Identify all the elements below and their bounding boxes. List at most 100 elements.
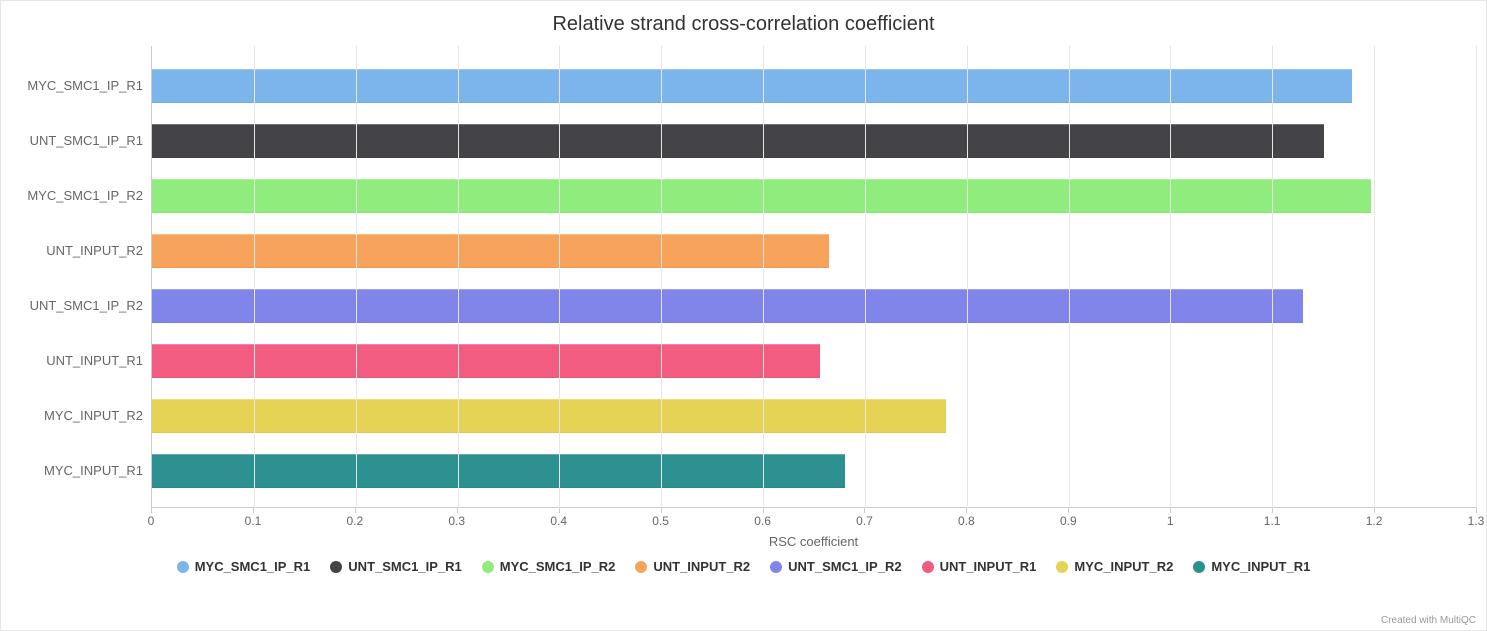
x-ticks-spacer	[11, 508, 151, 528]
y-axis-category-label: MYC_SMC1_IP_R1	[11, 58, 151, 113]
legend-swatch-icon	[482, 561, 494, 573]
legend-item[interactable]: UNT_SMC1_IP_R1	[330, 559, 461, 574]
gridline	[661, 46, 662, 508]
gridline	[559, 46, 560, 508]
x-axis-tick	[559, 508, 560, 513]
legend-label: UNT_INPUT_R1	[940, 559, 1037, 574]
bar[interactable]	[152, 399, 946, 433]
chart-container: Relative strand cross-correlation coeffi…	[0, 0, 1487, 631]
legend-swatch-icon	[770, 561, 782, 573]
chart-title: Relative strand cross-correlation coeffi…	[11, 13, 1476, 36]
bar-slot	[152, 168, 1476, 223]
legend: MYC_SMC1_IP_R1 UNT_SMC1_IP_R1 MYC_SMC1_IP_…	[11, 559, 1476, 574]
x-axis-tick-label: 0.4	[550, 514, 567, 528]
x-axis-tick	[1374, 508, 1375, 513]
x-axis-tick-label: 0.7	[856, 514, 873, 528]
x-axis-tick-label: 0.5	[652, 514, 669, 528]
bar[interactable]	[152, 454, 845, 488]
bar[interactable]	[152, 289, 1303, 323]
gridline	[1069, 46, 1070, 508]
bar[interactable]	[152, 69, 1352, 103]
legend-item[interactable]: MYC_INPUT_R2	[1056, 559, 1173, 574]
gridline	[1476, 46, 1477, 508]
legend-item[interactable]: MYC_INPUT_R1	[1193, 559, 1310, 574]
legend-item[interactable]: MYC_SMC1_IP_R2	[482, 559, 616, 574]
gridline	[763, 46, 764, 508]
x-axis-tick	[661, 508, 662, 513]
gridline	[356, 46, 357, 508]
y-axis-category-label: MYC_INPUT_R2	[11, 388, 151, 443]
gridline	[865, 46, 866, 508]
legend-swatch-icon	[330, 561, 342, 573]
legend-label: MYC_INPUT_R1	[1211, 559, 1310, 574]
x-axis-title: RSC coefficient	[151, 534, 1476, 549]
x-axis-tick-label: 0	[148, 514, 155, 528]
bar-slot	[152, 113, 1476, 168]
legend-swatch-icon	[1056, 561, 1068, 573]
legend-label: MYC_SMC1_IP_R2	[500, 559, 616, 574]
y-axis-labels: MYC_SMC1_IP_R1UNT_SMC1_IP_R1MYC_SMC1_IP_…	[11, 46, 151, 508]
bar[interactable]	[152, 179, 1371, 213]
bar[interactable]	[152, 344, 820, 378]
bars-layer	[152, 58, 1476, 508]
x-axis-tick-label: 1.2	[1366, 514, 1383, 528]
x-axis-title-spacer	[11, 528, 151, 557]
bar-slot	[152, 443, 1476, 498]
x-axis-tick	[151, 508, 152, 513]
legend-label: MYC_INPUT_R2	[1074, 559, 1173, 574]
legend-item[interactable]: UNT_INPUT_R1	[922, 559, 1037, 574]
legend-label: UNT_SMC1_IP_R2	[788, 559, 901, 574]
x-axis-tick-label: 0.6	[754, 514, 771, 528]
legend-item[interactable]: UNT_INPUT_R2	[635, 559, 750, 574]
bar[interactable]	[152, 124, 1324, 158]
y-axis-category-label: MYC_SMC1_IP_R2	[11, 168, 151, 223]
x-axis-tick-label: 0.2	[347, 514, 364, 528]
x-ticks-row: 00.10.20.30.40.50.60.70.80.911.11.21.3	[11, 508, 1476, 528]
gridline	[1374, 46, 1375, 508]
plot-area[interactable]	[151, 46, 1476, 508]
x-axis-tick-label: 1.3	[1468, 514, 1485, 528]
gridline	[1272, 46, 1273, 508]
y-axis-category-label: UNT_INPUT_R1	[11, 333, 151, 388]
x-axis-tick	[355, 508, 356, 513]
legend-item[interactable]: UNT_SMC1_IP_R2	[770, 559, 901, 574]
x-axis-tick	[1476, 508, 1477, 513]
x-axis-tick	[253, 508, 254, 513]
x-axis-title-row: RSC coefficient	[11, 528, 1476, 557]
legend-label: UNT_SMC1_IP_R1	[348, 559, 461, 574]
y-axis-category-label: MYC_INPUT_R1	[11, 443, 151, 498]
legend-swatch-icon	[635, 561, 647, 573]
gridline	[967, 46, 968, 508]
x-axis-tick	[1272, 508, 1273, 513]
x-axis-tick	[1170, 508, 1171, 513]
x-axis-tick	[457, 508, 458, 513]
bar-slot	[152, 278, 1476, 333]
x-axis-tick-label: 1.1	[1264, 514, 1281, 528]
legend-item[interactable]: MYC_SMC1_IP_R1	[177, 559, 311, 574]
x-axis-tick-label: 0.8	[958, 514, 975, 528]
plot-row: MYC_SMC1_IP_R1UNT_SMC1_IP_R1MYC_SMC1_IP_…	[11, 46, 1476, 508]
bar-slot	[152, 333, 1476, 388]
x-axis-tick	[1068, 508, 1069, 513]
bar-slot	[152, 388, 1476, 443]
x-axis-tick-label: 0.1	[245, 514, 262, 528]
x-axis-tick-label: 1	[1167, 514, 1174, 528]
x-axis-ticks: 00.10.20.30.40.50.60.70.80.911.11.21.3	[151, 508, 1476, 528]
legend-swatch-icon	[1193, 561, 1205, 573]
legend-label: UNT_INPUT_R2	[653, 559, 750, 574]
bar-slot	[152, 58, 1476, 113]
legend-label: MYC_SMC1_IP_R1	[195, 559, 311, 574]
legend-swatch-icon	[177, 561, 189, 573]
y-axis-category-label: UNT_SMC1_IP_R1	[11, 113, 151, 168]
credit-label: Created with MultiQC	[1381, 615, 1476, 626]
x-axis-tick-label: 0.9	[1060, 514, 1077, 528]
x-axis-tick-label: 0.3	[448, 514, 465, 528]
x-axis-tick	[966, 508, 967, 513]
gridline	[458, 46, 459, 508]
x-axis-tick	[763, 508, 764, 513]
y-axis-category-label: UNT_INPUT_R2	[11, 223, 151, 278]
gridline	[1170, 46, 1171, 508]
bar-slot	[152, 223, 1476, 278]
gridline	[254, 46, 255, 508]
legend-swatch-icon	[922, 561, 934, 573]
